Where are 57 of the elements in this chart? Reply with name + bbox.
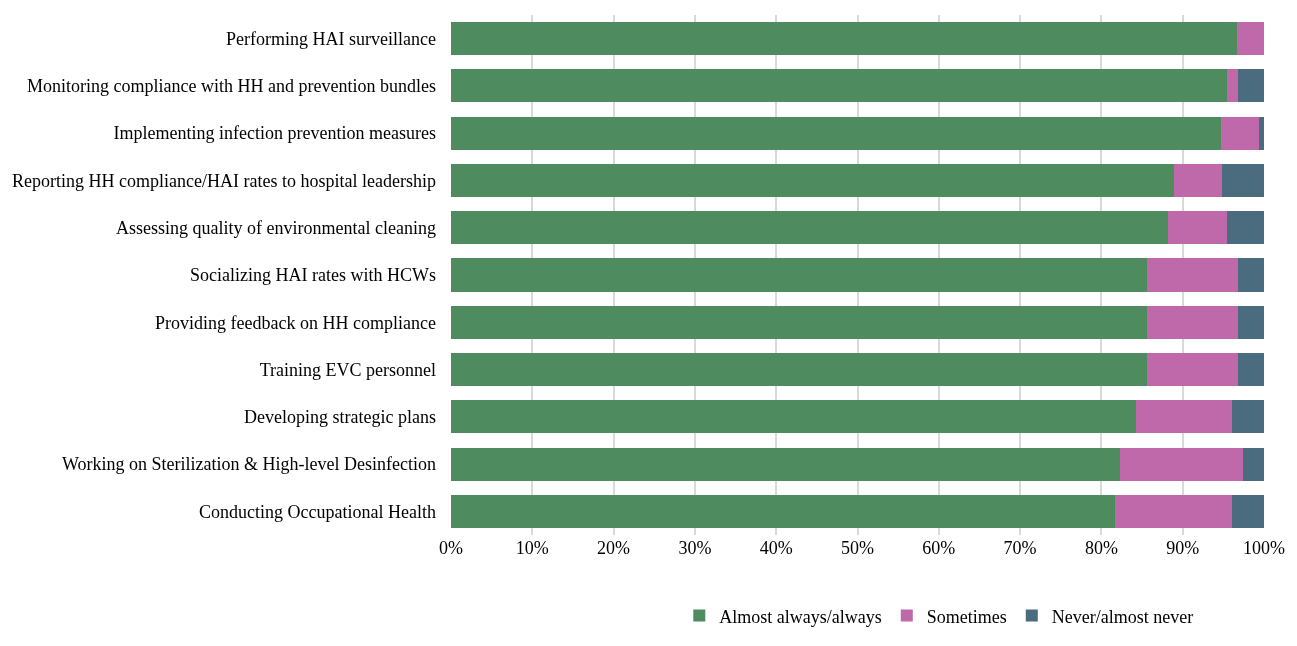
- bar: [451, 447, 1121, 481]
- bar: [451, 353, 1147, 387]
- bar: [1146, 305, 1238, 339]
- x-tick-label: 0%: [439, 538, 463, 558]
- x-tick-label: 80%: [1084, 538, 1118, 558]
- bar: [1259, 116, 1264, 150]
- x-tick-label: 10%: [515, 538, 549, 558]
- y-tick-label: Implementing infection prevention measures: [113, 123, 436, 144]
- bar: [1237, 69, 1264, 103]
- legend-label: Almost always/always: [719, 606, 882, 627]
- bar: [1173, 163, 1222, 197]
- bar: [451, 258, 1147, 292]
- bar: [1168, 211, 1228, 245]
- bar: [1242, 447, 1264, 481]
- bar: [451, 305, 1147, 339]
- y-tick-label: Assessing quality of environmental cleaning: [116, 218, 436, 239]
- bar: [1115, 494, 1233, 528]
- bar: [1232, 400, 1264, 434]
- bar: [1220, 116, 1260, 150]
- bar: [1227, 211, 1264, 245]
- legend-label: Sometimes: [926, 606, 1007, 627]
- bar: [451, 116, 1221, 150]
- bar: [451, 69, 1227, 103]
- bar: [1232, 494, 1264, 528]
- x-tick-label: 30%: [678, 538, 712, 558]
- bar: [1237, 22, 1264, 56]
- y-tick-label: Performing HAI surveillance: [226, 28, 437, 49]
- y-tick-label: Developing strategic plans: [244, 407, 436, 428]
- bar: [1237, 258, 1264, 292]
- bar: [1146, 353, 1238, 387]
- bar: [451, 211, 1169, 245]
- x-tick-label: 100%: [1243, 538, 1285, 558]
- bar: [451, 22, 1238, 56]
- bar: [1237, 353, 1264, 387]
- y-tick-label: Working on Sterilization & High-level Desinfection: [62, 454, 436, 475]
- legend-label: Never/almost never: [1051, 606, 1194, 627]
- bar: [1136, 400, 1233, 434]
- y-tick-label: Providing feedback on HH compliance: [155, 312, 436, 333]
- bar: [1226, 69, 1238, 103]
- y-tick-label: Monitoring compliance with HH and prevention bundles: [27, 76, 436, 97]
- bar: [1221, 163, 1264, 197]
- x-tick-label: 90%: [1166, 538, 1200, 558]
- x-tick-label: 60%: [922, 538, 956, 558]
- bar: [1146, 258, 1238, 292]
- y-tick-label: Training EVC personnel: [259, 359, 436, 380]
- x-tick-label: 70%: [1003, 538, 1037, 558]
- bar: [1120, 447, 1243, 481]
- y-tick-label: Reporting HH compliance/HAI rates to hospital leadership: [12, 170, 436, 191]
- x-tick-label: 20%: [597, 538, 631, 558]
- bar: [451, 400, 1137, 434]
- bar: [451, 163, 1174, 197]
- bar: [451, 494, 1116, 528]
- x-tick-label: 40%: [759, 538, 793, 558]
- x-tick-label: 50%: [841, 538, 874, 558]
- y-tick-label: Conducting Occupational Health: [199, 501, 436, 522]
- y-tick-label: Socializing HAI rates with HCWs: [190, 265, 436, 286]
- bar: [1237, 305, 1264, 339]
